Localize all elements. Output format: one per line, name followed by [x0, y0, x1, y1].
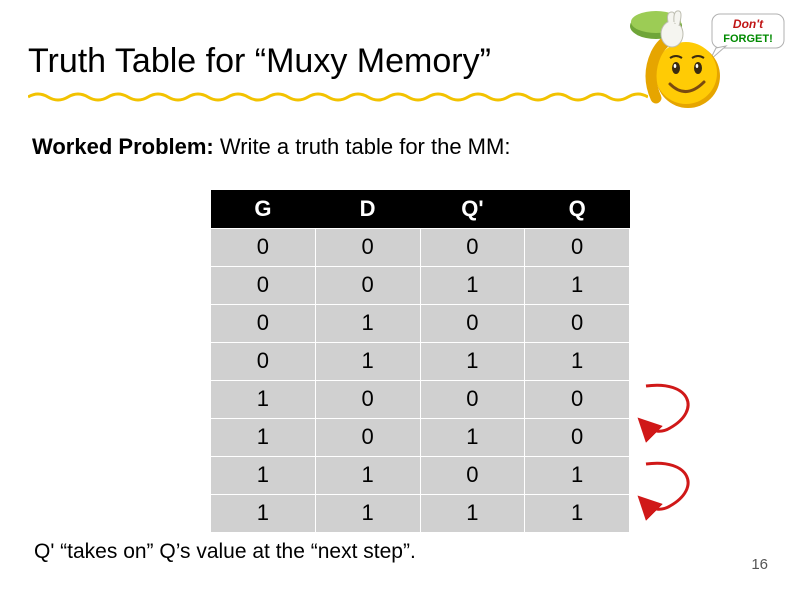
- table-cell: 1: [211, 494, 316, 532]
- subheading-bold: Worked Problem:: [32, 134, 214, 159]
- page-number: 16: [751, 556, 768, 573]
- truth-table: G D Q' Q 0000001101000111100010101101111…: [210, 190, 630, 533]
- table-cell: 1: [211, 380, 316, 418]
- table-cell: 0: [211, 228, 316, 266]
- arrow-rows-7-8: [640, 458, 710, 518]
- page-title: Truth Table for “Muxy Memory”: [28, 42, 491, 81]
- table-cell: 0: [211, 304, 316, 342]
- subheading: Worked Problem: Write a truth table for …: [32, 134, 510, 160]
- table-cell: 1: [315, 456, 420, 494]
- table-row: 1111: [211, 494, 630, 532]
- table-row: 1000: [211, 380, 630, 418]
- table-cell: 1: [211, 456, 316, 494]
- table-cell: 0: [420, 228, 525, 266]
- table-row: 1010: [211, 418, 630, 456]
- title-underline: [28, 90, 648, 102]
- table-row: 0000: [211, 228, 630, 266]
- table-cell: 1: [525, 456, 630, 494]
- table-cell: 0: [525, 418, 630, 456]
- table-cell: 1: [525, 266, 630, 304]
- table-cell: 0: [315, 418, 420, 456]
- table-cell: 0: [420, 304, 525, 342]
- table-cell: 0: [315, 228, 420, 266]
- arrow-rows-5-6: [640, 380, 710, 440]
- dont-text: Don't: [733, 17, 764, 31]
- table-cell: 1: [420, 266, 525, 304]
- table-cell: 0: [211, 266, 316, 304]
- table-cell: 1: [211, 418, 316, 456]
- dont-forget-graphic: Don't FORGET!: [616, 6, 786, 116]
- table-cell: 1: [420, 342, 525, 380]
- col-Qprime: Q': [420, 190, 525, 228]
- table-row: 0111: [211, 342, 630, 380]
- col-G: G: [211, 190, 316, 228]
- table-cell: 1: [315, 342, 420, 380]
- table-row: 0100: [211, 304, 630, 342]
- col-D: D: [315, 190, 420, 228]
- table-cell: 0: [420, 456, 525, 494]
- table-cell: 0: [525, 228, 630, 266]
- table-cell: 1: [315, 494, 420, 532]
- table-cell: 0: [525, 304, 630, 342]
- table-cell: 1: [420, 418, 525, 456]
- table-cell: 0: [315, 266, 420, 304]
- table-cell: 1: [525, 342, 630, 380]
- table-cell: 0: [420, 380, 525, 418]
- table-cell: 1: [315, 304, 420, 342]
- footnote: Q' “takes on” Q’s value at the “next ste…: [34, 540, 416, 564]
- table-row: 1101: [211, 456, 630, 494]
- col-Q: Q: [525, 190, 630, 228]
- table-header-row: G D Q' Q: [211, 190, 630, 228]
- table-cell: 0: [211, 342, 316, 380]
- table-cell: 1: [420, 494, 525, 532]
- subheading-rest: Write a truth table for the MM:: [214, 134, 511, 159]
- table-cell: 1: [525, 494, 630, 532]
- table-cell: 0: [315, 380, 420, 418]
- table-cell: 0: [525, 380, 630, 418]
- forget-text: FORGET!: [723, 33, 773, 45]
- table-row: 0011: [211, 266, 630, 304]
